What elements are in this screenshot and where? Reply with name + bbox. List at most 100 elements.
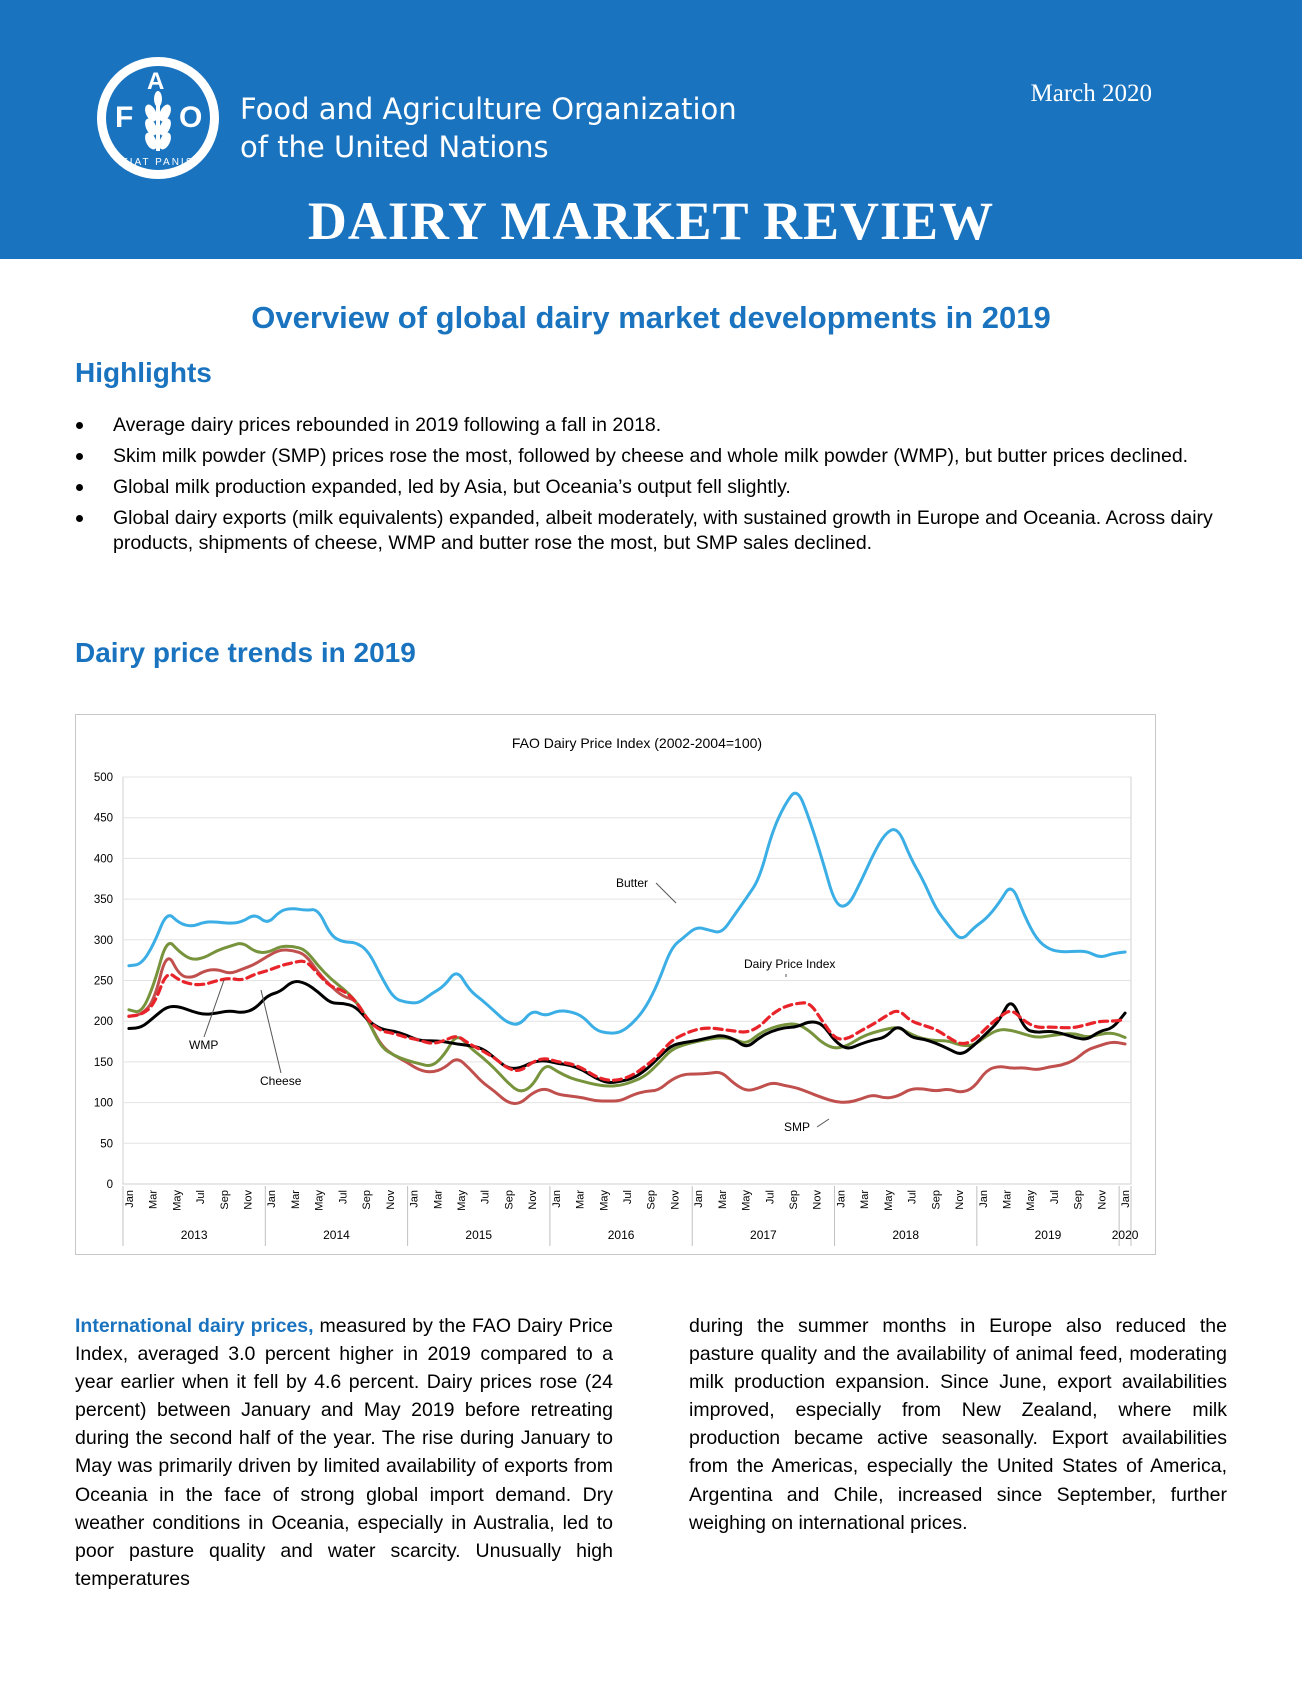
wheat-ear-icon bbox=[145, 91, 171, 151]
label-wmp: WMP bbox=[189, 1038, 218, 1052]
y-tick-label: 100 bbox=[94, 1098, 113, 1110]
highlights-list: Average dairy prices rebounded in 2019 f… bbox=[75, 413, 1215, 562]
label-butter: Butter bbox=[616, 876, 648, 890]
header-banner: F A O FIAT PANIS Food and Agriculture Or… bbox=[0, 0, 1302, 259]
org-name-line1: Food and Agriculture Organization bbox=[240, 92, 737, 126]
body-column-right: during the summer months in Europe also … bbox=[689, 1315, 1227, 1534]
x-tick-label: Mar bbox=[148, 1190, 160, 1209]
x-tick-label: Jul bbox=[622, 1190, 634, 1204]
label-butter-leader bbox=[655, 882, 677, 904]
x-year-label: 2013 bbox=[181, 1228, 208, 1242]
x-tick-label: Jan bbox=[978, 1190, 990, 1208]
y-tick-label: 200 bbox=[94, 1016, 113, 1028]
body-lead: International dairy prices, bbox=[75, 1315, 314, 1337]
x-tick-label: Nov bbox=[527, 1190, 539, 1210]
highlight-item: Global dairy exports (milk equivalents) … bbox=[75, 506, 1215, 556]
x-tick-label: Jul bbox=[907, 1190, 919, 1204]
body-left-text: measured by the FAO Dairy Price Index, a… bbox=[75, 1315, 613, 1590]
x-year-label: 2015 bbox=[465, 1228, 492, 1242]
chart-title: FAO Dairy Price Index (2002-2004=100) bbox=[512, 735, 762, 751]
y-tick-label: 250 bbox=[94, 976, 113, 988]
y-tick-label: 450 bbox=[94, 813, 113, 825]
highlight-item: Skim milk powder (SMP) prices rose the m… bbox=[75, 444, 1215, 469]
label-wmp-leader bbox=[203, 979, 225, 1038]
x-year-label: 2016 bbox=[608, 1228, 635, 1242]
x-tick-label: Sep bbox=[361, 1190, 373, 1210]
label-dairy-price-index: Dairy Price Index bbox=[744, 957, 835, 971]
x-tick-label: Jan bbox=[266, 1190, 278, 1208]
issue-date: March 2020 bbox=[1030, 80, 1153, 107]
x-tick-label: Jan bbox=[1120, 1190, 1132, 1208]
x-tick-label: Jan bbox=[551, 1190, 563, 1208]
label-smp-leader bbox=[816, 1118, 830, 1128]
series-line-smp bbox=[127, 948, 1127, 1105]
report-subtitle: Overview of global dairy market developm… bbox=[251, 300, 1051, 335]
x-tick-label: Sep bbox=[930, 1190, 942, 1210]
highlight-item: Average dairy prices rebounded in 2019 f… bbox=[75, 413, 1215, 438]
x-tick-label: Jul bbox=[337, 1190, 349, 1204]
x-tick-label: Sep bbox=[788, 1190, 800, 1210]
price-trends-heading: Dairy price trends in 2019 bbox=[75, 637, 416, 668]
dairy-price-chart: FAO Dairy Price Index (2002-2004=100) 0 50… bbox=[75, 714, 1156, 1255]
x-tick-label: Nov bbox=[1096, 1190, 1108, 1210]
label-cheese-leader bbox=[260, 989, 282, 1074]
label-smp: SMP bbox=[784, 1120, 810, 1134]
y-tick-label: 150 bbox=[94, 1057, 113, 1069]
y-tick-label: 500 bbox=[94, 772, 113, 784]
x-tick-label: May bbox=[741, 1190, 753, 1211]
x-tick-label: Jul bbox=[195, 1190, 207, 1204]
series-line-cheese bbox=[127, 980, 1127, 1084]
x-tick-label: Nov bbox=[243, 1190, 255, 1210]
logo-letter-o: O bbox=[179, 101, 202, 134]
x-tick-label: Mar bbox=[575, 1190, 587, 1209]
y-tick-label: 0 bbox=[107, 1179, 113, 1191]
x-tick-label: Sep bbox=[1073, 1190, 1085, 1210]
x-tick-label: Mar bbox=[1001, 1190, 1013, 1209]
body-column-left: International dairy prices, measured by … bbox=[75, 1312, 613, 1593]
x-tick-label: Jul bbox=[1049, 1190, 1061, 1204]
x-tick-label: May bbox=[598, 1190, 610, 1211]
x-year-label: 2019 bbox=[1035, 1228, 1062, 1242]
report-title: DAIRY MARKET REVIEW bbox=[307, 191, 995, 251]
x-tick-label: Mar bbox=[432, 1190, 444, 1209]
y-tick-label: 400 bbox=[94, 853, 113, 865]
logo-letter-f: F bbox=[115, 101, 133, 134]
x-tick-label: Mar bbox=[290, 1190, 302, 1209]
series-line-butter bbox=[127, 791, 1127, 1035]
organization-name: Food and Agriculture Organization of the… bbox=[240, 90, 737, 166]
chart-svg: FAO Dairy Price Index (2002-2004=100) 0 50… bbox=[94, 735, 1139, 1246]
x-tick-label: Jan bbox=[835, 1190, 847, 1208]
x-tick-label: May bbox=[171, 1190, 183, 1211]
x-tick-label: Sep bbox=[646, 1190, 658, 1210]
x-tick-label: Sep bbox=[219, 1190, 231, 1210]
fao-logo: F A O FIAT PANIS bbox=[97, 57, 219, 179]
x-tick-label: Nov bbox=[812, 1190, 824, 1210]
y-tick-label: 50 bbox=[100, 1138, 113, 1150]
x-tick-label: Jul bbox=[764, 1190, 776, 1204]
x-tick-label: Jan bbox=[124, 1190, 136, 1208]
x-tick-label: Jan bbox=[409, 1190, 421, 1208]
highlights-heading: Highlights bbox=[75, 357, 212, 388]
series-line-wmp bbox=[127, 942, 1127, 1093]
highlight-item: Global milk production expanded, led by … bbox=[75, 475, 1215, 500]
logo-letter-a: A bbox=[147, 68, 164, 95]
y-tick-label: 300 bbox=[94, 935, 113, 947]
x-tick-label: May bbox=[314, 1190, 326, 1211]
x-tick-label: May bbox=[883, 1190, 895, 1211]
x-tick-label: Jan bbox=[693, 1190, 705, 1208]
x-tick-label: Nov bbox=[954, 1190, 966, 1210]
x-year-label: 2014 bbox=[323, 1228, 350, 1242]
x-year-label: 2018 bbox=[892, 1228, 919, 1242]
x-tick-label: Nov bbox=[385, 1190, 397, 1210]
logo-motto: FIAT PANIS bbox=[122, 157, 195, 168]
y-tick-label: 350 bbox=[94, 894, 113, 906]
x-year-label: 2020 bbox=[1112, 1228, 1139, 1242]
x-tick-label: Jul bbox=[480, 1190, 492, 1204]
x-year-label: 2017 bbox=[750, 1228, 777, 1242]
series-line-dairy-price-index bbox=[127, 959, 1127, 1082]
x-tick-label: Mar bbox=[717, 1190, 729, 1209]
x-tick-label: May bbox=[1025, 1190, 1037, 1211]
x-tick-label: Mar bbox=[859, 1190, 871, 1209]
label-cheese: Cheese bbox=[260, 1074, 302, 1088]
org-name-line2: of the United Nations bbox=[240, 130, 549, 164]
